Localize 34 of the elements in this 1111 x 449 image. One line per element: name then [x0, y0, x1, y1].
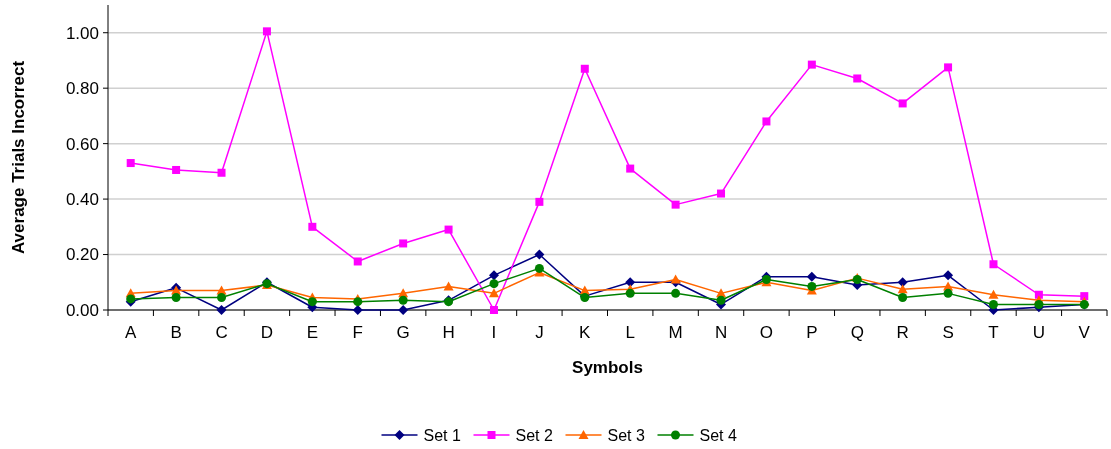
x-tick-label: Q — [850, 323, 864, 342]
x-tick-label: C — [215, 323, 228, 342]
x-tick-label: S — [942, 323, 954, 342]
y-tick-label: 0.40 — [65, 190, 99, 210]
y-tick-label: 0.20 — [65, 245, 99, 265]
legend-label: Set 2 — [515, 426, 553, 444]
x-tick-label: D — [260, 323, 274, 342]
x-tick-label: G — [396, 323, 410, 342]
x-tick-label: T — [988, 323, 999, 342]
y-tick-label: 0.80 — [65, 79, 99, 99]
x-axis-title: Symbols — [572, 358, 643, 377]
legend-label: Set 3 — [607, 426, 645, 444]
x-tick-label: I — [491, 323, 497, 342]
x-tick-label: B — [170, 323, 182, 342]
x-tick-label: O — [759, 323, 774, 342]
x-tick-label: M — [668, 323, 683, 342]
x-tick-label: P — [806, 323, 818, 342]
y-tick-label: 0.60 — [65, 134, 99, 154]
x-tick-label: V — [1078, 323, 1091, 342]
x-tick-label: U — [1032, 323, 1046, 342]
x-tick-label: F — [352, 323, 363, 342]
x-tick-label: N — [714, 323, 728, 342]
x-tick-label: H — [442, 323, 455, 342]
x-tick-label: K — [579, 323, 592, 342]
y-tick-label: 0.00 — [65, 300, 99, 320]
x-tick-label: E — [306, 323, 319, 342]
legend-label: Set 1 — [423, 426, 461, 444]
x-tick-label: L — [625, 323, 635, 342]
x-tick-label: R — [896, 323, 909, 342]
x-tick-label: A — [125, 323, 138, 342]
x-tick-label: J — [535, 323, 544, 342]
y-axis-title: Average Trials Incorrect — [9, 60, 28, 255]
legend-label: Set 4 — [699, 426, 737, 444]
y-tick-label: 1.00 — [65, 23, 99, 43]
